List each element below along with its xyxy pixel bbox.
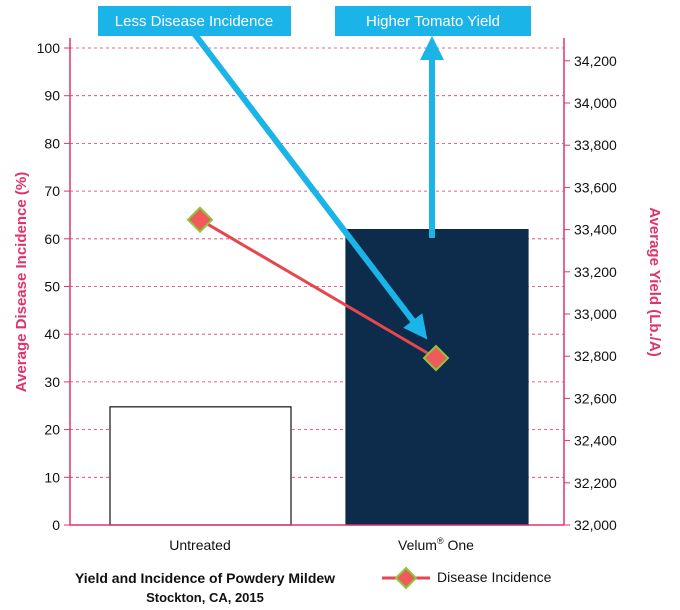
left-tick-label: 70 xyxy=(44,183,60,199)
left-tick-label: 40 xyxy=(44,326,60,342)
disease-incidence-marker-1 xyxy=(422,344,450,372)
left-tick-label: 80 xyxy=(44,135,60,151)
category-label-untreated: Untreated xyxy=(169,537,230,553)
right-axis-title: Average Yield (Lb./A) xyxy=(646,207,663,356)
higher-yield-banner-text: Higher Tomato Yield xyxy=(366,13,500,30)
left-tick-label: 90 xyxy=(44,88,60,104)
right-tick-label: 32,200 xyxy=(574,475,617,491)
left-tick-label: 30 xyxy=(44,374,60,390)
less-disease-banner-text: Less Disease Incidence xyxy=(115,13,273,30)
disease-incidence-marker-0 xyxy=(186,206,214,234)
left-tick-label: 50 xyxy=(44,279,60,295)
less-disease-banner xyxy=(98,6,291,36)
right-tick-label: 33,800 xyxy=(574,137,617,153)
higher-yield-banner xyxy=(335,6,531,36)
left-tick-label: 0 xyxy=(52,517,60,533)
right-tick-label: 34,200 xyxy=(574,53,617,69)
right-tick-label: 32,600 xyxy=(574,390,617,406)
less-disease-arrow xyxy=(187,26,428,340)
right-tick-label: 33,200 xyxy=(574,264,617,280)
right-tick-label: 32,000 xyxy=(574,517,617,533)
chart-title: Yield and Incidence of Powdery Mildew xyxy=(74,570,336,586)
left-tick-label: 10 xyxy=(44,469,60,485)
category-label-velum-one: Velum® One xyxy=(398,536,474,553)
chart-subtitle: Stockton, CA, 2015 xyxy=(146,590,264,605)
right-axis-ticks: 32,000 32,200 32,400 32,600 32,800 33,000 33,2… xyxy=(564,53,617,533)
legend-label: Disease Incidence xyxy=(437,569,552,585)
bar-untreated xyxy=(109,406,292,526)
right-tick-label: 32,800 xyxy=(574,348,617,364)
bar-velum-one xyxy=(345,229,529,526)
right-tick-label: 32,400 xyxy=(574,433,617,449)
disease-incidence-series xyxy=(186,206,450,372)
right-tick-label: 33,400 xyxy=(574,222,617,238)
left-axis-ticks: 0 10 20 30 40 50 60 70 80 90 100 xyxy=(37,40,70,533)
left-axis-title: Average Disease Incidence (%) xyxy=(13,172,30,392)
bars xyxy=(109,229,529,526)
left-tick-label: 100 xyxy=(37,40,61,56)
left-tick-label: 60 xyxy=(44,231,60,247)
disease-incidence-line xyxy=(199,218,437,360)
right-tick-label: 33,000 xyxy=(574,306,617,322)
legend-swatch xyxy=(382,566,430,590)
left-tick-label: 20 xyxy=(44,422,60,438)
right-tick-label: 34,000 xyxy=(574,95,617,111)
right-tick-label: 33,600 xyxy=(574,179,617,195)
